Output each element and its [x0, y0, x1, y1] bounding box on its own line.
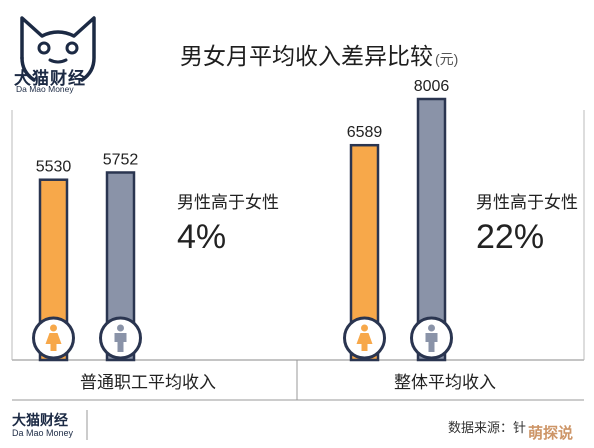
chart-title-text: 男女月平均收入差异比较 [180, 43, 433, 69]
data-source: 数据来源：针 [448, 420, 527, 435]
bar-value-label: 6589 [347, 124, 383, 141]
annotation-label: 男性高于女性 [476, 193, 578, 212]
watermark: 萌探说 [528, 425, 574, 442]
annotation-value: 4% [177, 218, 226, 256]
male-icon [410, 316, 453, 360]
bar-value-label: 5530 [36, 159, 72, 176]
male-icon [99, 316, 142, 360]
chart-title: 男女月平均收入差异比较 (元) [180, 37, 458, 71]
chart-unit: (元) [435, 51, 459, 67]
annotation-value: 22% [476, 218, 544, 256]
footer-brand: 大猫财经 [12, 412, 68, 428]
category-label: 整体平均收入 [394, 373, 496, 392]
bar-value-label: 8006 [414, 78, 450, 95]
annotation-label: 男性高于女性 [177, 193, 279, 212]
female-icon [343, 316, 386, 360]
bar-value-label: 5752 [103, 151, 139, 168]
brand-subtitle: Da Mao Money [16, 84, 74, 94]
footer-brand-subtitle: Da Mao Money [12, 428, 74, 438]
category-label: 普通职工平均收入 [80, 373, 216, 392]
cat-logo-icon [20, 16, 96, 82]
brand-name: 大猫财经 [14, 69, 86, 88]
female-icon [32, 316, 75, 360]
